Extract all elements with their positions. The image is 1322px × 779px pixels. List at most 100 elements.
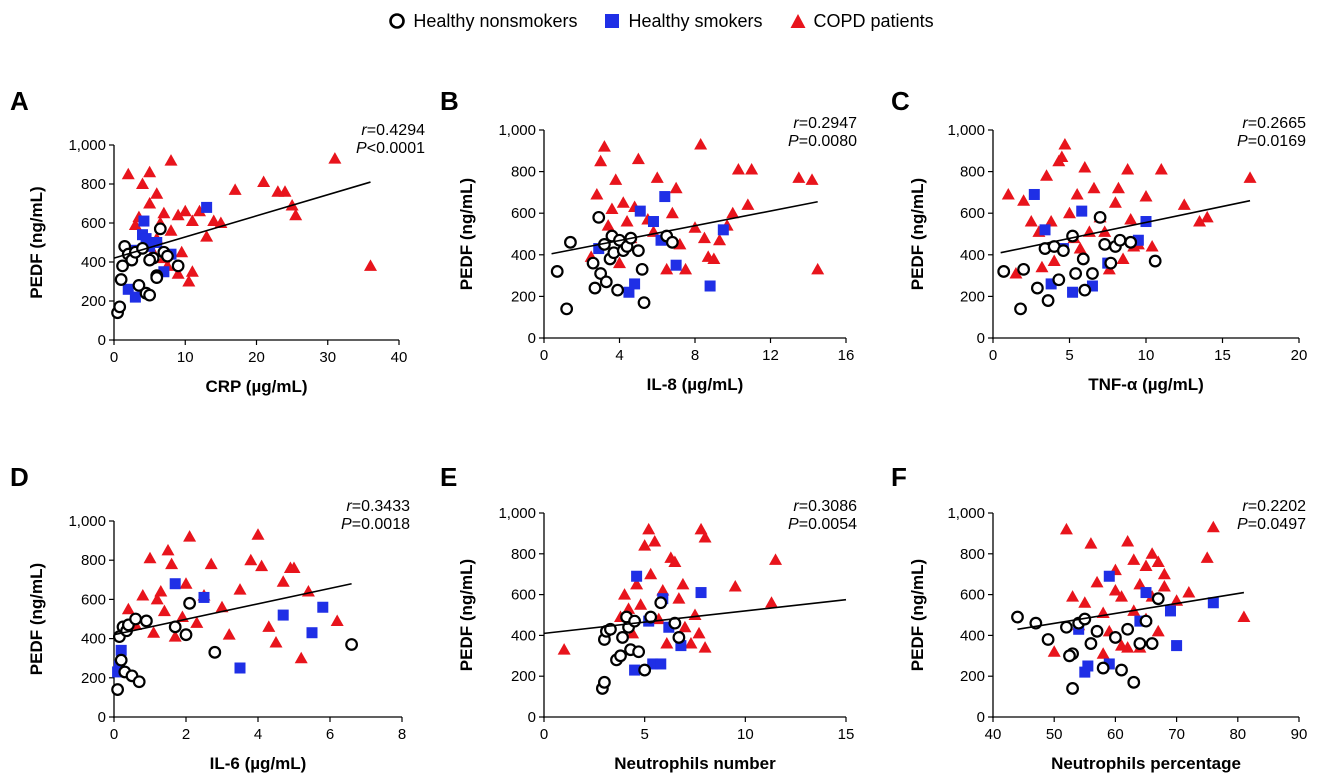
- nonsmoker-point: [616, 631, 629, 644]
- copd-point: [698, 530, 712, 543]
- copd-point: [805, 173, 819, 185]
- nonsmoker-point: [1113, 233, 1127, 247]
- legend-label: Healthy smokers: [628, 10, 763, 31]
- copd-point: [147, 626, 161, 638]
- y-tick-label: 400: [81, 254, 106, 271]
- nonsmoker-point: [628, 614, 641, 628]
- p-symbol: P: [788, 133, 799, 150]
- smoker-point: [1028, 188, 1040, 200]
- y-tick-label: 600: [960, 587, 985, 604]
- smoker-point: [1076, 205, 1088, 217]
- regression-line: [113, 181, 371, 259]
- nonsmoker-point: [150, 271, 164, 285]
- nonsmoker-point: [631, 244, 645, 258]
- copd-point: [154, 585, 168, 597]
- copd-point: [1121, 535, 1135, 547]
- nonsmoker-point: [1108, 631, 1122, 644]
- copd-point: [228, 183, 242, 195]
- copd-point: [1047, 254, 1061, 267]
- copd-point: [244, 553, 258, 566]
- smoker-point: [306, 627, 318, 639]
- copd-point: [1154, 163, 1168, 175]
- x-tick-label: 50: [1046, 726, 1063, 743]
- y-tick-label: 0: [977, 330, 985, 347]
- y-axis-label: PEDF (ng/mL): [27, 563, 46, 675]
- y-tick-label: 0: [528, 330, 536, 347]
- nonsmoker-point: [598, 675, 611, 689]
- nonsmoker-point: [1127, 675, 1141, 689]
- nonsmoker-point: [1090, 624, 1104, 638]
- x-tick-label: 2: [182, 726, 190, 743]
- nonsmoker-point: [1096, 661, 1110, 675]
- copd-point: [190, 616, 204, 628]
- smoker-point: [138, 215, 150, 227]
- regression-line: [113, 582, 352, 636]
- x-tick-label: 40: [985, 726, 1002, 743]
- nonsmoker-point: [1066, 229, 1079, 243]
- copd-point: [1001, 187, 1015, 200]
- copd-point: [1108, 584, 1122, 596]
- panel-label: F: [891, 462, 907, 492]
- y-tick-label: 800: [511, 164, 536, 181]
- y-tick-label: 0: [528, 709, 536, 726]
- x-tick-label: 5: [1065, 347, 1073, 364]
- copd-point: [1035, 260, 1049, 273]
- smoker-point: [675, 640, 687, 652]
- x-tick-label: 10: [177, 349, 194, 366]
- copd-point: [1133, 577, 1147, 590]
- chart-panel-e: E 0 200 400 600 800 1,000 0 5 10 15 Neutrophils num…: [440, 462, 857, 773]
- r-symbol: r: [793, 115, 799, 132]
- smoker-point: [670, 259, 682, 271]
- smoker-point: [140, 233, 152, 245]
- y-tick-label: 200: [81, 293, 106, 310]
- legend-item-copd: COPD patients: [789, 11, 934, 32]
- r-statistic: r=0.2947: [793, 115, 857, 132]
- copd-point: [1182, 586, 1196, 598]
- p-statistic: P=0.0080: [788, 133, 857, 150]
- nonsmoker-point: [208, 645, 222, 659]
- copd-point: [150, 187, 164, 199]
- r-symbol: r: [346, 498, 352, 515]
- copd-point: [257, 175, 271, 188]
- regression-line: [551, 200, 818, 255]
- legend-item-smokers: Healthy smokers: [603, 10, 763, 32]
- copd-point: [694, 138, 708, 150]
- y-tick-label: 400: [960, 627, 985, 644]
- copd-point: [676, 577, 690, 590]
- copd-point: [630, 577, 644, 590]
- copd-point: [745, 163, 759, 175]
- x-tick-label: 15: [838, 726, 855, 743]
- copd-point: [594, 154, 608, 167]
- smoker-point: [695, 587, 707, 599]
- nonsmoker-point: [586, 256, 600, 270]
- copd-point: [650, 171, 664, 183]
- r-symbol: r: [1242, 115, 1248, 132]
- copd-point: [193, 204, 206, 217]
- smoker-point: [623, 286, 635, 298]
- copd-point: [143, 197, 157, 209]
- copd-point: [642, 522, 656, 535]
- copd-point: [684, 637, 698, 649]
- copd-point: [1084, 537, 1098, 549]
- smoker-point: [1039, 224, 1051, 236]
- copd-point: [128, 218, 142, 230]
- copd-point: [601, 219, 615, 231]
- regression-line: [1000, 199, 1251, 254]
- nonsmoker-point: [1098, 237, 1112, 251]
- copd-point: [301, 585, 315, 597]
- copd-point: [1193, 215, 1207, 227]
- copd-point: [1116, 252, 1130, 264]
- smoker-point: [1082, 660, 1094, 672]
- p-symbol: P: [341, 516, 352, 533]
- copd-point: [665, 206, 679, 219]
- copd-point: [289, 208, 303, 221]
- nonsmoker-point: [1084, 637, 1098, 650]
- copd-point: [157, 604, 171, 617]
- nonsmoker-point: [1052, 273, 1066, 287]
- copd-point: [644, 567, 658, 580]
- smoker-point: [112, 666, 124, 678]
- x-tick-label: 4: [254, 726, 262, 743]
- smoker-point: [634, 205, 646, 217]
- copd-point: [1024, 215, 1038, 227]
- smoker-point: [629, 664, 641, 676]
